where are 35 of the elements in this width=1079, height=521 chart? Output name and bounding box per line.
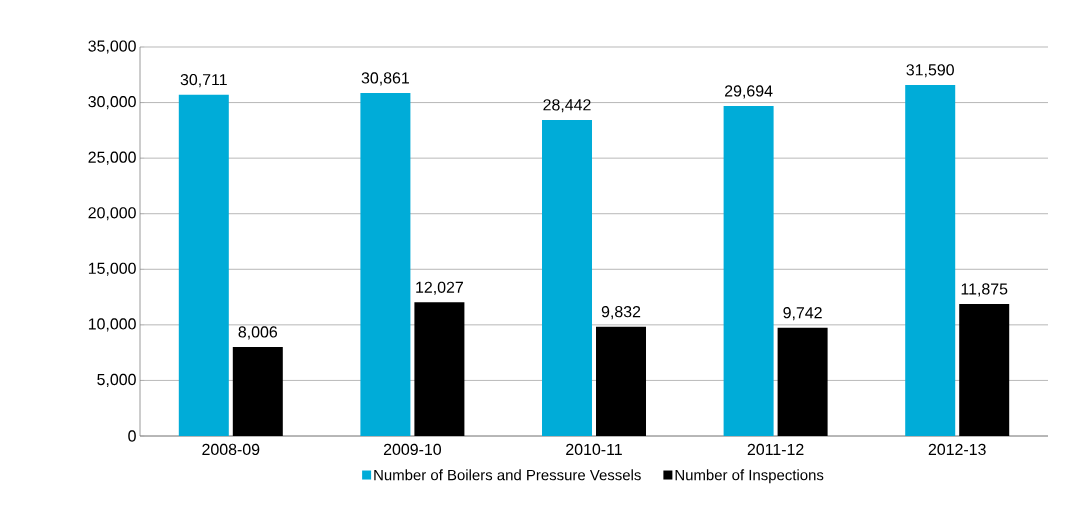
bar xyxy=(959,304,1010,436)
legend-label: Number of Inspections xyxy=(675,469,824,484)
y-tick-label: 30,000 xyxy=(88,95,136,110)
data-label: 31,590 xyxy=(906,64,954,78)
data-label: 28,442 xyxy=(543,99,591,113)
bar xyxy=(905,84,956,436)
x-tick-label: 2012-13 xyxy=(928,443,986,456)
data-label: 11,875 xyxy=(961,283,1008,297)
bar xyxy=(542,119,592,436)
x-tick-label: 2010-11 xyxy=(566,443,622,456)
bar xyxy=(360,93,411,436)
legend-label: Number of Boilers and Pressure Vessels xyxy=(374,469,641,481)
y-tick-label: 15,000 xyxy=(88,262,136,276)
x-tick-label: 2008-09 xyxy=(202,443,260,456)
bar xyxy=(178,94,229,436)
bar xyxy=(414,302,465,436)
bar xyxy=(596,326,646,436)
y-tick-label: 20,000 xyxy=(88,207,136,221)
data-label: 30,861 xyxy=(361,72,409,86)
data-label: 9,832 xyxy=(601,306,641,320)
bar xyxy=(777,327,828,436)
data-label: 29,694 xyxy=(725,85,773,99)
bar xyxy=(723,105,774,436)
y-tick-label: 10,000 xyxy=(88,318,136,332)
data-label: 9,742 xyxy=(783,307,822,321)
x-tick-label: 2009-10 xyxy=(383,443,442,456)
bar xyxy=(232,347,283,436)
data-label: 8,006 xyxy=(238,326,278,340)
x-tick-label: 2011-12 xyxy=(747,443,804,456)
y-tick-label: 25,000 xyxy=(88,151,136,165)
y-tick-label: 0 xyxy=(128,430,136,442)
y-tick-label: 5,000 xyxy=(97,373,136,387)
data-label: 30,711 xyxy=(180,73,227,88)
y-tick-label: 35,000 xyxy=(88,40,136,54)
data-label: 12,027 xyxy=(416,281,463,295)
